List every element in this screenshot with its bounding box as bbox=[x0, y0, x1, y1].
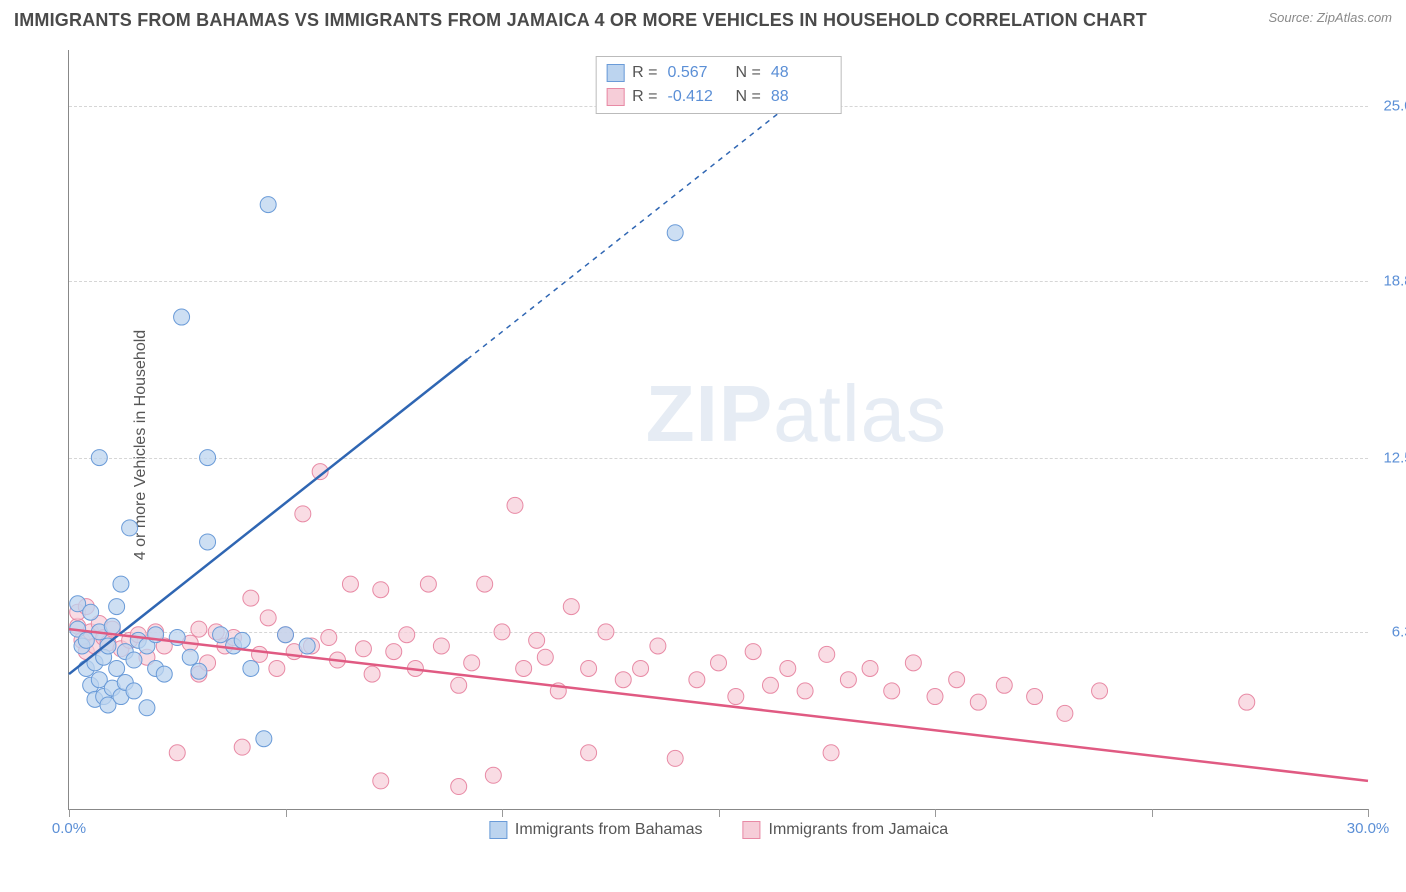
legend-item-jamaica: Immigrants from Jamaica bbox=[743, 821, 949, 839]
legend-stats-row-1: R = 0.567 N = 48 bbox=[606, 61, 831, 85]
x-tick bbox=[1368, 809, 1369, 817]
x-tick bbox=[502, 809, 503, 817]
x-tick bbox=[719, 809, 720, 817]
legend-label-bahamas: Immigrants from Bahamas bbox=[515, 821, 703, 839]
swatch-bahamas-icon bbox=[489, 821, 507, 839]
r-label-1: R = bbox=[632, 61, 657, 85]
y-tick-label: 6.3% bbox=[1392, 623, 1406, 640]
header: IMMIGRANTS FROM BAHAMAS VS IMMIGRANTS FR… bbox=[14, 10, 1392, 31]
r-value-1: 0.567 bbox=[668, 61, 728, 85]
legend-series: Immigrants from Bahamas Immigrants from … bbox=[489, 821, 948, 839]
swatch-jamaica-icon bbox=[743, 821, 761, 839]
x-tick bbox=[1152, 809, 1153, 817]
r-value-2: -0.412 bbox=[668, 85, 728, 109]
y-tick-label: 25.0% bbox=[1383, 98, 1406, 115]
legend-label-jamaica: Immigrants from Jamaica bbox=[769, 821, 949, 839]
x-tick bbox=[69, 809, 70, 817]
legend-item-bahamas: Immigrants from Bahamas bbox=[489, 821, 703, 839]
swatch-bahamas bbox=[606, 64, 624, 82]
n-value-1: 48 bbox=[771, 61, 831, 85]
x-tick bbox=[286, 809, 287, 817]
x-tick-label: 30.0% bbox=[1347, 820, 1390, 837]
chart-container: 4 or more Vehicles in Household ZIPatlas… bbox=[50, 50, 1380, 840]
y-tick-label: 12.5% bbox=[1383, 449, 1406, 466]
swatch-jamaica bbox=[606, 88, 624, 106]
legend-stats: R = 0.567 N = 48 R = -0.412 N = 88 bbox=[595, 56, 842, 114]
n-value-2: 88 bbox=[771, 85, 831, 109]
n-label-1: N = bbox=[736, 61, 761, 85]
x-tick-label: 0.0% bbox=[52, 820, 86, 837]
source-label: Source: ZipAtlas.com bbox=[1268, 10, 1392, 25]
n-label-2: N = bbox=[736, 85, 761, 109]
chart-title: IMMIGRANTS FROM BAHAMAS VS IMMIGRANTS FR… bbox=[14, 10, 1147, 31]
y-tick-label: 18.8% bbox=[1383, 272, 1406, 289]
legend-stats-row-2: R = -0.412 N = 88 bbox=[606, 85, 831, 109]
scatter-svg bbox=[69, 50, 1368, 809]
plot-area: ZIPatlas 6.3%12.5%18.8%25.0% 0.0%30.0% R… bbox=[68, 50, 1368, 810]
x-tick bbox=[935, 809, 936, 817]
r-label-2: R = bbox=[632, 85, 657, 109]
